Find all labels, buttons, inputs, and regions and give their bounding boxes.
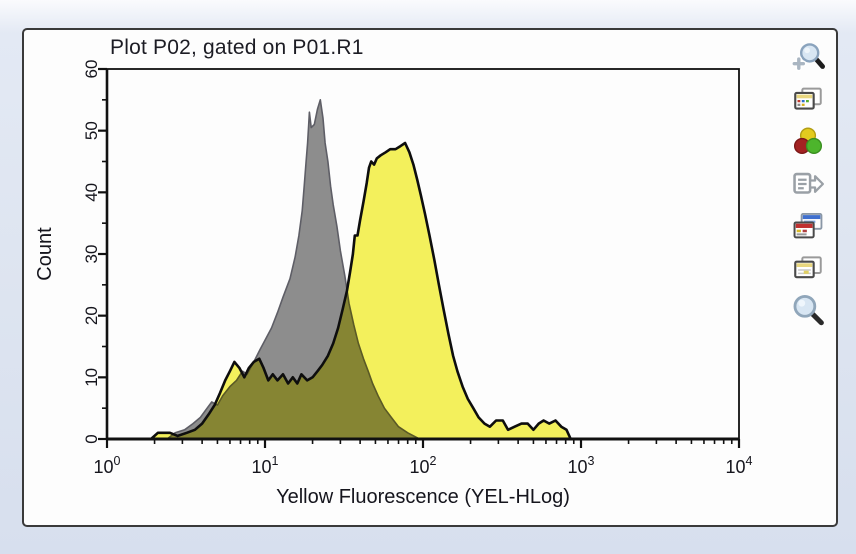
histogram-plot-canvas[interactable]: 100 101 102 103 104 0 10 20 30 40 50 60 Yellow Fluor… bbox=[24, 30, 836, 525]
plot-style-copy-icon bbox=[793, 212, 823, 238]
svg-text:60: 60 bbox=[82, 60, 101, 79]
color-dots-icon bbox=[793, 127, 823, 154]
svg-text:50: 50 bbox=[82, 121, 101, 140]
svg-text:0: 0 bbox=[82, 434, 101, 443]
copy-plot-button[interactable] bbox=[787, 80, 829, 119]
magnify-button[interactable] bbox=[787, 290, 829, 329]
y-axis-label: Count bbox=[34, 227, 56, 281]
copy-plot-icon bbox=[794, 87, 822, 110]
x-axis-label: Yellow Fluorescence (YEL-HLog) bbox=[276, 486, 570, 508]
export-plot-icon bbox=[793, 172, 825, 194]
duplicate-plot-button[interactable] bbox=[787, 248, 829, 287]
svg-text:104: 104 bbox=[726, 454, 753, 477]
plot-toolbar bbox=[782, 38, 834, 329]
export-plot-button[interactable] bbox=[787, 164, 829, 203]
magnify-icon bbox=[793, 294, 824, 325]
svg-text:20: 20 bbox=[82, 306, 101, 325]
svg-text:101: 101 bbox=[252, 454, 279, 477]
color-dots-button[interactable] bbox=[787, 122, 829, 161]
svg-text:102: 102 bbox=[410, 454, 437, 477]
svg-text:10: 10 bbox=[82, 368, 101, 387]
svg-text:100: 100 bbox=[94, 454, 121, 477]
plot-panel: Plot P02, gated on P01.R1 100 101 102 103 10… bbox=[22, 28, 838, 527]
zoom-in-button[interactable] bbox=[787, 38, 829, 77]
zoom-in-icon bbox=[791, 42, 825, 71]
svg-text:30: 30 bbox=[82, 245, 101, 264]
svg-text:40: 40 bbox=[82, 183, 101, 202]
plot-style-copy-button[interactable] bbox=[787, 206, 829, 245]
duplicate-plot-icon bbox=[794, 255, 822, 278]
plot-title: Plot P02, gated on P01.R1 bbox=[110, 36, 364, 59]
svg-text:103: 103 bbox=[568, 454, 595, 477]
